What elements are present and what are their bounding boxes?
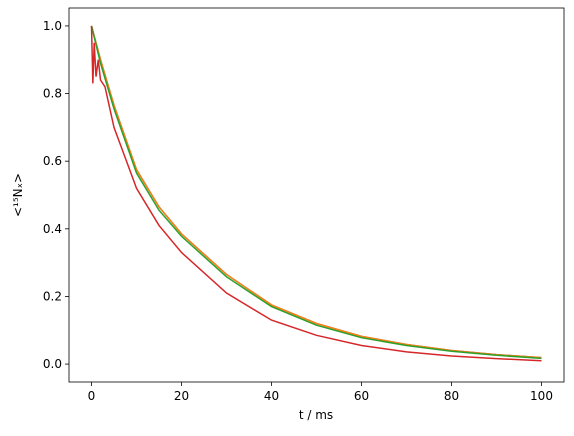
axes-frame — [68, 7, 565, 383]
x-tick-label: 40 — [264, 389, 279, 403]
y-tick-label: 0.6 — [43, 154, 62, 168]
x-tick-label: 20 — [174, 389, 189, 403]
x-axis-label: t / ms — [299, 408, 333, 422]
y-tick-label: 0.2 — [43, 289, 62, 303]
y-axis-label: <¹⁵Nₓ> — [11, 173, 25, 217]
y-tick-label: 0.8 — [43, 87, 62, 101]
x-tick-label: 60 — [354, 389, 369, 403]
line-series — [90, 25, 542, 359]
x-tick-label: 0 — [88, 389, 96, 403]
line-series — [90, 25, 542, 359]
x-tick-label: 80 — [444, 389, 459, 403]
x-tick-label: 100 — [530, 389, 553, 403]
y-tick-label: 0.0 — [43, 357, 62, 371]
y-tick-label: 1.0 — [43, 19, 62, 33]
line-series — [90, 25, 542, 362]
line-series — [90, 25, 542, 360]
y-tick-label: 0.4 — [43, 222, 62, 236]
